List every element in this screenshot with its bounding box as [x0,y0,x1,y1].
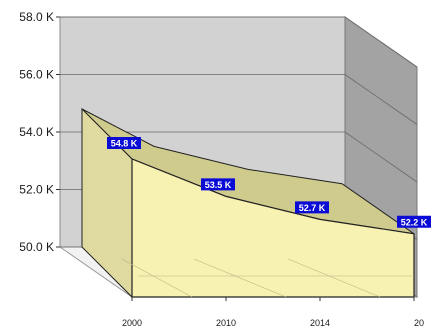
data-label-box [107,137,141,149]
gridline-side [344,74,418,125]
data-label: 54.8 K [107,137,141,149]
y-tick-label: 50.0 K [19,240,54,254]
data-label-box [295,201,329,214]
y-tick-label: 54.0 K [19,125,54,139]
area-floor-line [193,258,287,298]
x-tick-label: 2014 [310,318,330,328]
x-tick-label: 2010 [216,318,236,328]
x-axis-ticks: 2000 2010 2014 20 [122,297,424,328]
area-floor-line [287,258,381,298]
y-axis-ticks: 50.0 K 52.0 K 54.0 K 56.0 K 58.0 K [19,10,54,254]
data-label-text: 52.7 K [299,203,326,213]
data-label: 53.5 K [201,178,235,191]
data-label-text: 54.8 K [111,139,138,149]
data-label: 52.7 K [295,201,329,214]
gridline-side [344,131,418,183]
data-label-text: 53.5 K [205,180,232,190]
area-floor-line [121,258,193,298]
x-tick-label: 20 [414,318,424,328]
data-labels: 54.8 K 53.5 K 52.7 K 52.2 K [107,137,431,228]
data-label-box [397,215,431,228]
y-tick-label: 52.0 K [19,183,54,197]
y-tick-label: 58.0 K [19,10,54,24]
data-label-text: 52.2 K [401,217,428,227]
y-tick-label: 56.0 K [19,68,54,82]
x-tick-label: 2000 [122,318,142,328]
gridline-side [344,16,418,68]
data-label-box [201,178,235,191]
data-label: 52.2 K [397,215,431,228]
area-series [81,107,415,299]
